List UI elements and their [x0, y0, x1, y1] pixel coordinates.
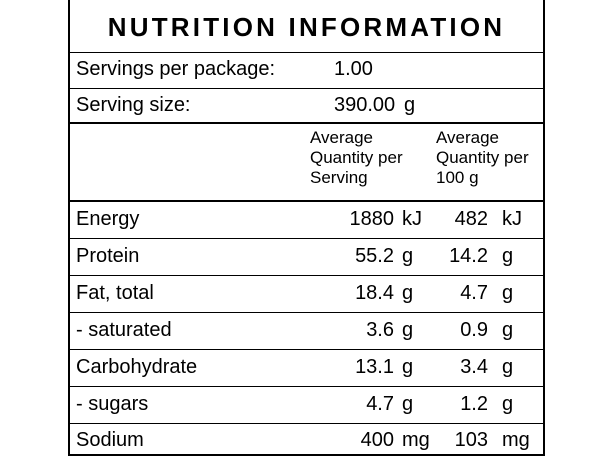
nutrient-name: Energy — [76, 208, 140, 230]
serving-size-label: Serving size: — [76, 94, 191, 116]
per-100g-unit: g — [502, 245, 514, 267]
per-serving-value: 18.4 — [355, 282, 394, 304]
table-row: Carbohydrate 13.1 g 3.4 g — [70, 350, 543, 386]
divider — [70, 238, 543, 239]
per-100g-unit: g — [502, 356, 514, 378]
column-header-line: Serving — [310, 168, 368, 187]
servings-per-package-label: Servings per package: — [76, 58, 276, 80]
per-serving-unit: g — [402, 356, 414, 378]
per-serving-unit: kJ — [402, 208, 422, 230]
per-100g-unit: kJ — [502, 208, 522, 230]
per-100g-value: 482 — [454, 208, 488, 230]
nutrition-panel: NUTRITION INFORMATION Servings per packa… — [68, 0, 545, 456]
column-header-line: Average — [436, 128, 500, 147]
column-header-line: Average — [310, 128, 374, 147]
per-serving-unit: mg — [402, 429, 430, 451]
table-row: Energy 1880 kJ 482 kJ — [70, 202, 543, 238]
nutrient-name: Fat, total — [76, 282, 154, 304]
per-serving-unit: g — [402, 319, 414, 341]
divider — [70, 349, 543, 350]
column-header-per-100g: Average Quantity per 100 g — [436, 128, 529, 188]
per-serving-unit: g — [402, 393, 414, 415]
per-serving-value: 3.6 — [366, 319, 394, 341]
per-serving-value: 13.1 — [355, 356, 394, 378]
divider — [70, 312, 543, 313]
per-100g-value: 1.2 — [460, 393, 488, 415]
table-row: - saturated 3.6 g 0.9 g — [70, 313, 543, 349]
column-header-line: 100 g — [436, 168, 479, 187]
table-row: Fat, total 18.4 g 4.7 g — [70, 276, 543, 312]
nutrient-name: - sugars — [76, 393, 149, 415]
nutrient-name: Sodium — [76, 429, 144, 451]
per-serving-unit: g — [402, 245, 414, 267]
per-serving-value: 1880 — [349, 208, 395, 230]
column-header-per-serving: Average Quantity per Serving — [310, 128, 403, 188]
serving-size-value: 390.00 — [334, 94, 396, 116]
nutrient-name: Protein — [76, 245, 140, 267]
divider — [70, 386, 543, 387]
per-100g-unit: mg — [502, 429, 530, 451]
divider — [70, 52, 543, 53]
divider — [70, 88, 543, 89]
per-100g-value: 4.7 — [460, 282, 488, 304]
divider — [70, 200, 543, 202]
per-serving-value: 4.7 — [366, 393, 394, 415]
per-100g-value: 103 — [454, 429, 488, 451]
nutrient-name: Carbohydrate — [76, 356, 198, 378]
column-header-line: Quantity per — [310, 148, 403, 167]
per-serving-unit: g — [402, 282, 414, 304]
column-header-line: Quantity per — [436, 148, 529, 167]
per-serving-value: 400 — [360, 429, 394, 451]
per-100g-unit: g — [502, 393, 514, 415]
per-100g-value: 3.4 — [460, 356, 488, 378]
nutrient-name: - saturated — [76, 319, 172, 341]
divider — [70, 423, 543, 424]
per-100g-unit: g — [502, 319, 514, 341]
table-row: - sugars 4.7 g 1.2 g — [70, 387, 543, 423]
table-row: Protein 55.2 g 14.2 g — [70, 239, 543, 275]
per-100g-value: 14.2 — [449, 245, 488, 267]
divider — [70, 275, 543, 276]
divider — [70, 122, 543, 124]
servings-per-package-value: 1.00 — [334, 58, 373, 80]
panel-title: NUTRITION INFORMATION — [107, 12, 506, 42]
table-row: Sodium 400 mg 103 mg — [70, 423, 543, 459]
per-100g-unit: g — [502, 282, 514, 304]
per-serving-value: 55.2 — [355, 245, 394, 267]
serving-size-unit: g — [404, 94, 416, 116]
per-100g-value: 0.9 — [460, 319, 488, 341]
